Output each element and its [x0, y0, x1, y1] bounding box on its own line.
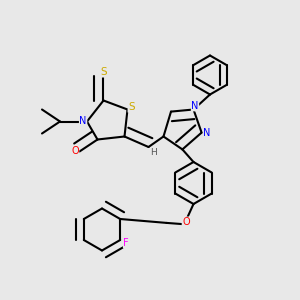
Text: O: O	[182, 217, 190, 227]
Text: O: O	[71, 146, 79, 157]
Text: H: H	[151, 148, 157, 157]
Text: F: F	[123, 238, 129, 248]
Text: N: N	[203, 128, 211, 138]
Text: N: N	[191, 101, 199, 111]
Text: S: S	[100, 67, 107, 77]
Text: N: N	[80, 116, 87, 127]
Text: S: S	[128, 102, 135, 112]
